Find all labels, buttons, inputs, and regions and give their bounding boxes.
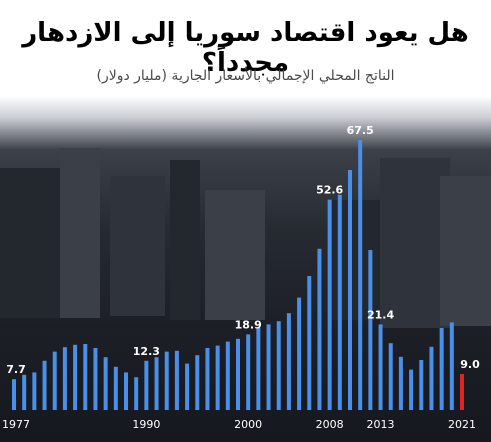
bar-2019 bbox=[439, 328, 444, 410]
bar-2009 bbox=[337, 194, 342, 410]
bar-1995 bbox=[195, 355, 200, 410]
ruin-silhouette bbox=[170, 160, 200, 320]
bar-1988 bbox=[124, 372, 128, 410]
tick-label-1990: 1990 bbox=[132, 418, 160, 431]
bar-2010 bbox=[348, 170, 352, 410]
bar-1991 bbox=[154, 357, 159, 410]
bar-2001 bbox=[256, 328, 261, 410]
bar-2015 bbox=[398, 356, 403, 410]
tick-label-1977: 1977 bbox=[2, 418, 30, 431]
data-label-1977: 7.7 bbox=[6, 363, 26, 376]
bar-2008 bbox=[327, 199, 332, 410]
bar-1997 bbox=[215, 345, 220, 410]
bar-1985 bbox=[93, 348, 98, 410]
bar-1983 bbox=[73, 344, 78, 410]
bar-1996 bbox=[205, 348, 210, 410]
data-label-2013: 21.4 bbox=[367, 308, 394, 321]
bar-1984 bbox=[83, 344, 88, 410]
bar-1982 bbox=[62, 347, 67, 410]
data-label-2011: 67.5 bbox=[347, 124, 374, 137]
data-label-2008: 52.6 bbox=[316, 184, 343, 197]
bar-1993 bbox=[174, 350, 179, 410]
tick-label-2008: 2008 bbox=[316, 418, 344, 431]
bar-2018 bbox=[429, 346, 434, 410]
tick-label-2021: 2021 bbox=[448, 418, 476, 431]
bar-1999 bbox=[236, 338, 240, 410]
bar-1979 bbox=[32, 372, 37, 410]
bar-1981 bbox=[52, 351, 57, 410]
bar-1998 bbox=[225, 341, 230, 410]
bar-2005 bbox=[297, 297, 302, 410]
bar-1978 bbox=[22, 374, 27, 410]
bar-2013 bbox=[378, 324, 383, 410]
bar-1980 bbox=[42, 360, 47, 410]
ruin-silhouette bbox=[440, 176, 491, 326]
bar-2021 bbox=[460, 374, 464, 410]
ruin-silhouette bbox=[380, 158, 450, 328]
ruin-silhouette bbox=[205, 190, 265, 320]
data-label-2000: 18.9 bbox=[235, 318, 262, 331]
bar-1987 bbox=[113, 366, 118, 410]
bar-2017 bbox=[419, 360, 424, 410]
bar-2011 bbox=[358, 140, 363, 410]
data-label-1990: 12.3 bbox=[133, 345, 160, 358]
ruin-silhouette bbox=[60, 148, 100, 318]
bar-1986 bbox=[103, 357, 108, 410]
bar-2002 bbox=[266, 324, 271, 410]
tick-label-group: 1977 1990 2000 2008 2013 2021 bbox=[2, 418, 476, 431]
page-title: هل يعود اقتصاد سوريا إلى الازدهار مجدداً… bbox=[22, 18, 469, 78]
bar-2016 bbox=[409, 369, 414, 410]
bar-1989 bbox=[134, 377, 139, 410]
bar-group bbox=[12, 140, 464, 410]
tick-label-2013: 2013 bbox=[367, 418, 395, 431]
data-label-group: 7.7 12.3 18.9 52.6 67.5 21.4 9.0 bbox=[6, 124, 480, 376]
ruin-silhouette bbox=[110, 176, 165, 316]
bar-1992 bbox=[164, 351, 169, 410]
bar-1994 bbox=[185, 363, 190, 410]
bar-2020 bbox=[449, 322, 454, 410]
bar-2007 bbox=[317, 248, 322, 410]
page-subtitle: الناتج المحلي الإجمالي بالأسعار الجارية … bbox=[96, 68, 395, 84]
bar-2012 bbox=[368, 250, 373, 410]
bar-2004 bbox=[286, 313, 291, 410]
bar-2003 bbox=[276, 321, 281, 410]
bar-2006 bbox=[307, 276, 312, 410]
bar-2014 bbox=[388, 343, 393, 410]
ruin-silhouette bbox=[0, 168, 70, 318]
bar-2000 bbox=[246, 334, 251, 410]
bar-1990 bbox=[144, 360, 149, 410]
data-label-2021: 9.0 bbox=[460, 358, 480, 371]
bar-1977 bbox=[12, 379, 16, 410]
tick-label-2000: 2000 bbox=[234, 418, 262, 431]
